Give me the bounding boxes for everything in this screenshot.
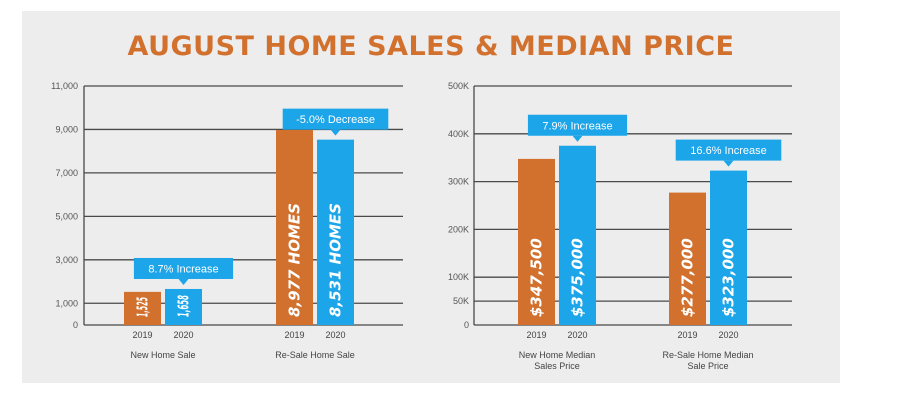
bar-2020 [559,145,596,325]
x-tick-label: 2019 [284,330,304,340]
y-tick-label: 0 [464,320,469,330]
callout-box [675,139,782,161]
y-tick-label: 9,000 [55,124,78,134]
y-tick-label: 100K [448,272,469,282]
callout-text: 16.6% Increase [690,145,766,157]
bar-2019 [669,192,706,325]
callout-pointer [572,135,583,142]
x-tick-label: 2020 [173,330,193,340]
category-label: Sale Price [687,361,728,371]
callout-pointer [330,129,341,136]
bar-2020 [317,139,354,325]
data-label: 1,525 [134,297,152,317]
x-tick-label: 2019 [526,330,546,340]
category-label: Sales Price [534,361,580,371]
callout-pointer [178,278,189,285]
bar-2020 [710,170,747,325]
y-tick-label: 50K [453,296,469,306]
bar-2019 [276,129,313,325]
callout-box [527,114,628,136]
callout-text: 7.9% Increase [542,120,612,132]
x-tick-label: 2020 [325,330,345,340]
x-tick-label: 2019 [132,330,152,340]
y-tick-label: 300K [448,177,469,187]
category-label: Re-Sale Home Sale [275,350,355,360]
x-tick-label: 2020 [718,330,738,340]
x-tick-label: 2020 [567,330,587,340]
y-tick-label: 1,000 [55,298,78,308]
data-label: $375,000 [569,238,587,317]
charts-svg: 0 1,000 3,000 5,000 7,000 9,000 11,000 2019 1,52… [51,81,792,371]
y-tick-label: 500K [448,81,469,91]
y-tick-label: 200K [448,224,469,234]
y-tick-label: 3,000 [55,255,78,265]
data-label: $277,000 [679,238,697,317]
category-label: Re-Sale Home Median [662,350,753,360]
data-label: $347,500 [528,238,546,317]
data-label: 1,658 [175,295,193,317]
bar-2019 [518,158,555,325]
data-label: 8,531 HOMES [327,203,345,317]
y-tick-label: 0 [73,320,78,330]
category-label: New Home Median [519,350,596,360]
y-tick-label: 7,000 [55,168,78,178]
data-label: 8,977 HOMES [286,203,304,317]
x-tick-label: 2019 [677,330,697,340]
y-tick-label: 400K [448,129,469,139]
data-label: $323,000 [720,238,738,317]
callout-text: 8.7% Increase [148,263,218,275]
callout-box [282,108,389,130]
bar-2019 [124,291,161,325]
y-tick-label: 11,000 [51,81,78,91]
callout-box [133,257,234,279]
callout-pointer [723,160,734,167]
category-label: New Home Sale [130,350,195,360]
y-tick-label: 5,000 [55,211,78,221]
callout-text: -5.0% Decrease [296,114,375,126]
chart-panel: AUGUST HOME SALES & MEDIAN PRICE 0 1,000 3… [22,11,840,383]
bar-2020 [165,288,202,325]
chart-title: AUGUST HOME SALES & MEDIAN PRICE [127,31,735,62]
